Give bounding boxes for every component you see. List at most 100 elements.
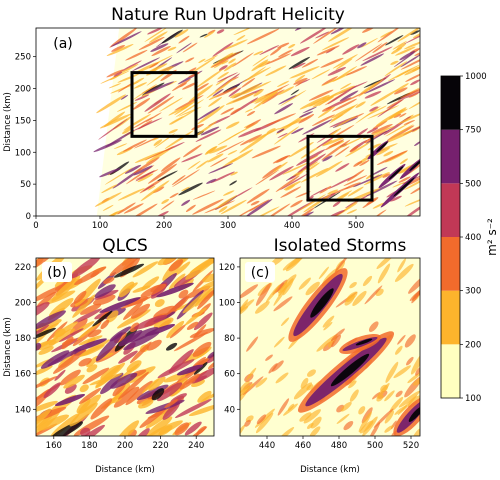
panel-b-streak — [87, 329, 102, 338]
panel-a-streak — [390, 60, 399, 65]
panel-c-streak — [384, 390, 395, 402]
panel-a-streak — [308, 89, 334, 101]
panel-a-streak — [147, 163, 178, 184]
panel-a-streak — [280, 173, 309, 190]
panel-a-streak — [300, 145, 321, 159]
panel-a-y-tick-label: 100 — [15, 148, 31, 158]
panel-a-streak — [210, 157, 228, 167]
panel-a-streak — [323, 136, 347, 146]
panel-a-streak — [96, 94, 127, 114]
panel-c-x-tick-label: 500 — [367, 441, 383, 451]
panel-b-streak — [118, 350, 138, 364]
panel-b-streak — [146, 339, 162, 351]
colorbar-tick-label: 750 — [465, 126, 481, 136]
panel-b-streak — [185, 258, 214, 280]
panel-c-streak — [303, 409, 321, 424]
panel-c-streak — [246, 336, 259, 352]
colorbar: 100 200 300 400 500 750 1000 m² s⁻² — [440, 72, 499, 404]
panel-a-streak — [335, 115, 357, 128]
panel-a-streak — [327, 67, 346, 76]
panel-a-streak — [384, 61, 408, 77]
panel-c-y-tick-label: 120 — [219, 263, 235, 273]
panel-a-streak — [277, 86, 295, 96]
panel-a-streak — [154, 211, 169, 216]
panel-a-streak — [253, 50, 264, 56]
panel-a-streak — [281, 201, 313, 216]
panel-a-streak — [106, 44, 134, 57]
panel-a-streak — [366, 127, 379, 134]
panel-b-field — [36, 258, 214, 436]
panel-a-streak — [317, 106, 336, 119]
panel-a-streak — [365, 180, 398, 197]
panel-a-streak — [264, 84, 290, 97]
panel-a-streak — [167, 46, 177, 51]
panel-c-tag: (c) — [251, 265, 270, 281]
panel-a-streak — [277, 80, 290, 87]
panel-b-streak — [125, 380, 153, 406]
panel-b-streak — [134, 428, 150, 436]
panel-a-streak — [204, 55, 218, 62]
panel-a-streak — [110, 31, 142, 47]
panel-b-streak — [184, 421, 202, 436]
panel-a-streak — [98, 119, 128, 140]
panel-a-streak — [223, 39, 248, 50]
panel-a-streak — [178, 35, 190, 44]
panel-a-streak — [245, 66, 267, 81]
panel-b-streak — [207, 350, 214, 359]
panel-a-streak — [316, 45, 340, 56]
panel-a-streak — [399, 113, 407, 118]
panel-a-streak — [157, 170, 178, 182]
panel-c-streak — [300, 377, 309, 389]
panel-b-streak — [69, 318, 88, 335]
panel-c-streak — [280, 317, 290, 327]
panel-b-streak — [157, 359, 195, 379]
panel-b-streak — [36, 258, 59, 273]
panel-a-streak — [179, 82, 188, 88]
panel-a-streak — [220, 107, 234, 115]
panel-b-streak — [43, 382, 61, 399]
panel-a-streak — [392, 181, 407, 188]
panel-a-streak — [389, 195, 402, 202]
panel-a-streak — [322, 155, 333, 162]
panel-a-streak — [204, 145, 218, 155]
panel-a-streak — [251, 145, 281, 159]
panel-c-streak — [287, 403, 295, 411]
panel-a-streak — [295, 170, 304, 177]
panel-a-streak — [135, 170, 155, 182]
panel-a-streak — [346, 209, 357, 214]
panel-a-x-tick-label: 300 — [220, 221, 236, 231]
panel-a-streak — [266, 128, 276, 134]
panel-a-streak — [410, 30, 420, 35]
panel-b-strong-streak — [176, 364, 204, 376]
panel-a-streak — [393, 48, 420, 68]
panel-b-streak — [120, 296, 152, 309]
panel-a-streak — [192, 198, 224, 215]
panel-a-streak — [147, 95, 175, 114]
panel-b-streak — [193, 312, 213, 331]
panel-b-streak — [103, 277, 115, 284]
panel-b-streak — [51, 275, 81, 302]
colorbar-bins — [441, 76, 460, 398]
panel-a-streak — [168, 129, 178, 134]
panel-b-streak — [166, 342, 178, 351]
panel-a-streak — [297, 153, 326, 173]
panel-c-y-tick-label: 60 — [224, 370, 235, 380]
panel-a-streak — [403, 119, 415, 125]
panel-a-streak — [274, 103, 293, 115]
panel-b-streak — [100, 364, 121, 380]
panel-c-streak — [404, 334, 416, 348]
panel-a-streak — [414, 140, 420, 147]
panel-a-streak — [252, 54, 269, 67]
colorbar-bin-400-500 — [441, 183, 460, 237]
panel-a-streak — [248, 206, 280, 216]
panel-b-streak — [36, 324, 50, 342]
panel-a-streak — [336, 137, 363, 150]
panel-a-streak — [353, 174, 383, 188]
panel-a-field — [93, 28, 420, 216]
panel-b-y-tick-label: 220 — [15, 263, 31, 273]
panel-a-streak — [191, 123, 205, 130]
panel-b-strong-streak — [54, 394, 86, 406]
panel-c-storm-core — [310, 288, 334, 318]
panel-b-streak — [106, 310, 119, 323]
colorbar-tick-label: 1000 — [465, 72, 487, 82]
